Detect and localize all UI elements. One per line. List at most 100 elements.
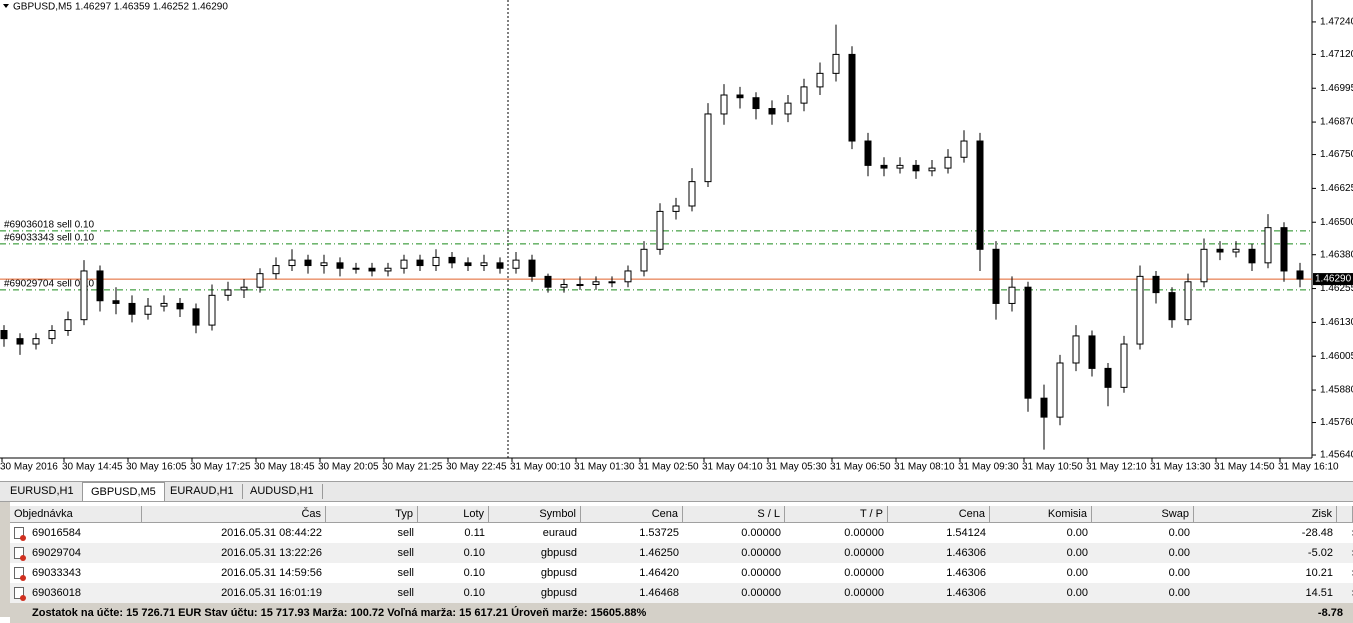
- candle-body: [80, 270, 88, 321]
- trade-table: Zostatok na účte: 15 726.71 EUR Stav účt…: [0, 502, 1353, 623]
- candle-body: [832, 53, 840, 74]
- candle-body: [1056, 362, 1064, 418]
- candle-body: [1088, 335, 1096, 369]
- candle-body: [608, 281, 616, 284]
- candle-body: [592, 281, 600, 285]
- candle-body: [1184, 281, 1192, 321]
- order-icon: [14, 527, 26, 541]
- table-cell: 0.00000: [741, 547, 781, 559]
- x-tick-label: 31 May 12:10: [1086, 462, 1147, 473]
- candle-body: [688, 181, 696, 207]
- column-header[interactable]: T / P: [785, 506, 888, 523]
- order-icon: [14, 587, 26, 601]
- table-cell: -28.48: [1301, 527, 1333, 539]
- candle-body: [768, 108, 776, 115]
- column-header[interactable]: Swap: [1092, 506, 1194, 523]
- table-cell: 1.46420: [639, 567, 679, 579]
- table-cell: 14.51: [1305, 587, 1333, 599]
- table-cell: 1.46306: [946, 547, 986, 559]
- x-tick-label: 31 May 04:10: [702, 462, 763, 473]
- order-label: #69033343 sell 0.10: [4, 233, 95, 244]
- table-cell: 0.10: [463, 567, 485, 579]
- candle-body: [672, 205, 680, 212]
- candle-body: [352, 267, 360, 270]
- table-cell: -5.02: [1307, 547, 1333, 559]
- table-cell: sell: [397, 567, 414, 579]
- candle-body: [1104, 367, 1112, 388]
- column-header[interactable]: Typ: [326, 506, 418, 523]
- table-cell: 0.00: [1168, 567, 1190, 579]
- column-header[interactable]: Objednávka: [10, 506, 142, 523]
- menu-arrow[interactable]: [3, 4, 9, 8]
- close-order[interactable]: ×: [1351, 526, 1353, 540]
- table-cell: 0.00000: [844, 527, 884, 539]
- table-cell: 10.21: [1305, 567, 1333, 579]
- candle-body: [944, 156, 952, 169]
- x-tick-label: 30 May 16:05: [126, 462, 187, 473]
- column-header[interactable]: S / L: [683, 506, 785, 523]
- candle-body: [192, 308, 200, 326]
- symbol: GBPUSD,M5: [13, 2, 72, 13]
- close-order[interactable]: ×: [1351, 586, 1353, 600]
- candle-body: [816, 72, 824, 88]
- column-header[interactable]: Cena: [888, 506, 990, 523]
- x-tick-label: 31 May 08:10: [894, 462, 955, 473]
- column-header[interactable]: Cena: [581, 506, 683, 523]
- close-order[interactable]: ×: [1351, 566, 1353, 580]
- chart-tab[interactable]: GBPUSD,M5: [82, 482, 165, 501]
- table-cell: 0.00000: [741, 587, 781, 599]
- candle-body: [240, 286, 248, 291]
- close-order[interactable]: ×: [1351, 546, 1353, 560]
- order-label: #69036018 sell 0.10: [4, 220, 95, 231]
- candle-body: [544, 275, 552, 288]
- table-row: [10, 523, 1353, 543]
- x-tick-label: 30 May 17:25: [190, 462, 251, 473]
- plot-area: [0, 0, 1312, 458]
- table-cell: 0.00: [1168, 547, 1190, 559]
- column-header[interactable]: Symbol: [489, 506, 581, 523]
- candle-body: [752, 97, 760, 110]
- candle-body: [1280, 227, 1288, 272]
- candle-body: [704, 113, 712, 183]
- table-cell: 2016.05.31 14:59:56: [221, 567, 322, 579]
- summary: Zostatok na účte: 15 726.71 EUR Stav účt…: [32, 607, 647, 619]
- candle-body: [384, 267, 392, 272]
- candle-body: [576, 283, 584, 286]
- candle-body: [96, 270, 104, 302]
- y-tick-label: 1.46130: [1320, 317, 1353, 328]
- table-cell: 0.00: [1066, 587, 1088, 599]
- chart-tab[interactable]: EURUSD,H1: [2, 484, 83, 499]
- table-cell: 1.46468: [639, 587, 679, 599]
- candle-body: [288, 259, 296, 267]
- candle-body: [176, 302, 184, 310]
- candle-body: [1008, 286, 1016, 304]
- table-cell: gbpusd: [540, 547, 577, 559]
- candle-body: [304, 259, 312, 267]
- candle-body: [784, 102, 792, 115]
- candle-body: [1232, 248, 1240, 253]
- table-cell: 0.00: [1066, 547, 1088, 559]
- candle-body: [480, 262, 488, 267]
- candle-body: [224, 289, 232, 296]
- y-tick-label: 1.46500: [1320, 217, 1353, 228]
- candle-body: [736, 94, 744, 99]
- table-cell: 1.46250: [639, 547, 679, 559]
- x-tick-label: 31 May 09:30: [958, 462, 1019, 473]
- column-header[interactable]: Čas: [142, 506, 326, 523]
- candle-body: [128, 302, 136, 315]
- table-cell: 69029704: [32, 547, 81, 559]
- table-cell: 0.00000: [844, 567, 884, 579]
- candle-body: [144, 305, 152, 315]
- column-header[interactable]: Loty: [418, 506, 489, 523]
- candle-body: [1024, 286, 1032, 399]
- candle-body: [336, 262, 344, 269]
- candle-body: [16, 338, 24, 345]
- chart-tab[interactable]: AUDUSD,H1: [242, 484, 323, 499]
- y-tick-label: 1.46380: [1320, 249, 1353, 260]
- column-header[interactable]: Komisia: [990, 506, 1092, 523]
- x-tick-label: 31 May 01:30: [574, 462, 635, 473]
- y-tick-label: 1.46870: [1320, 117, 1353, 128]
- candle-body: [32, 338, 40, 345]
- column-header[interactable]: Zisk: [1194, 506, 1337, 523]
- chart-tab[interactable]: EURAUD,H1: [162, 484, 243, 499]
